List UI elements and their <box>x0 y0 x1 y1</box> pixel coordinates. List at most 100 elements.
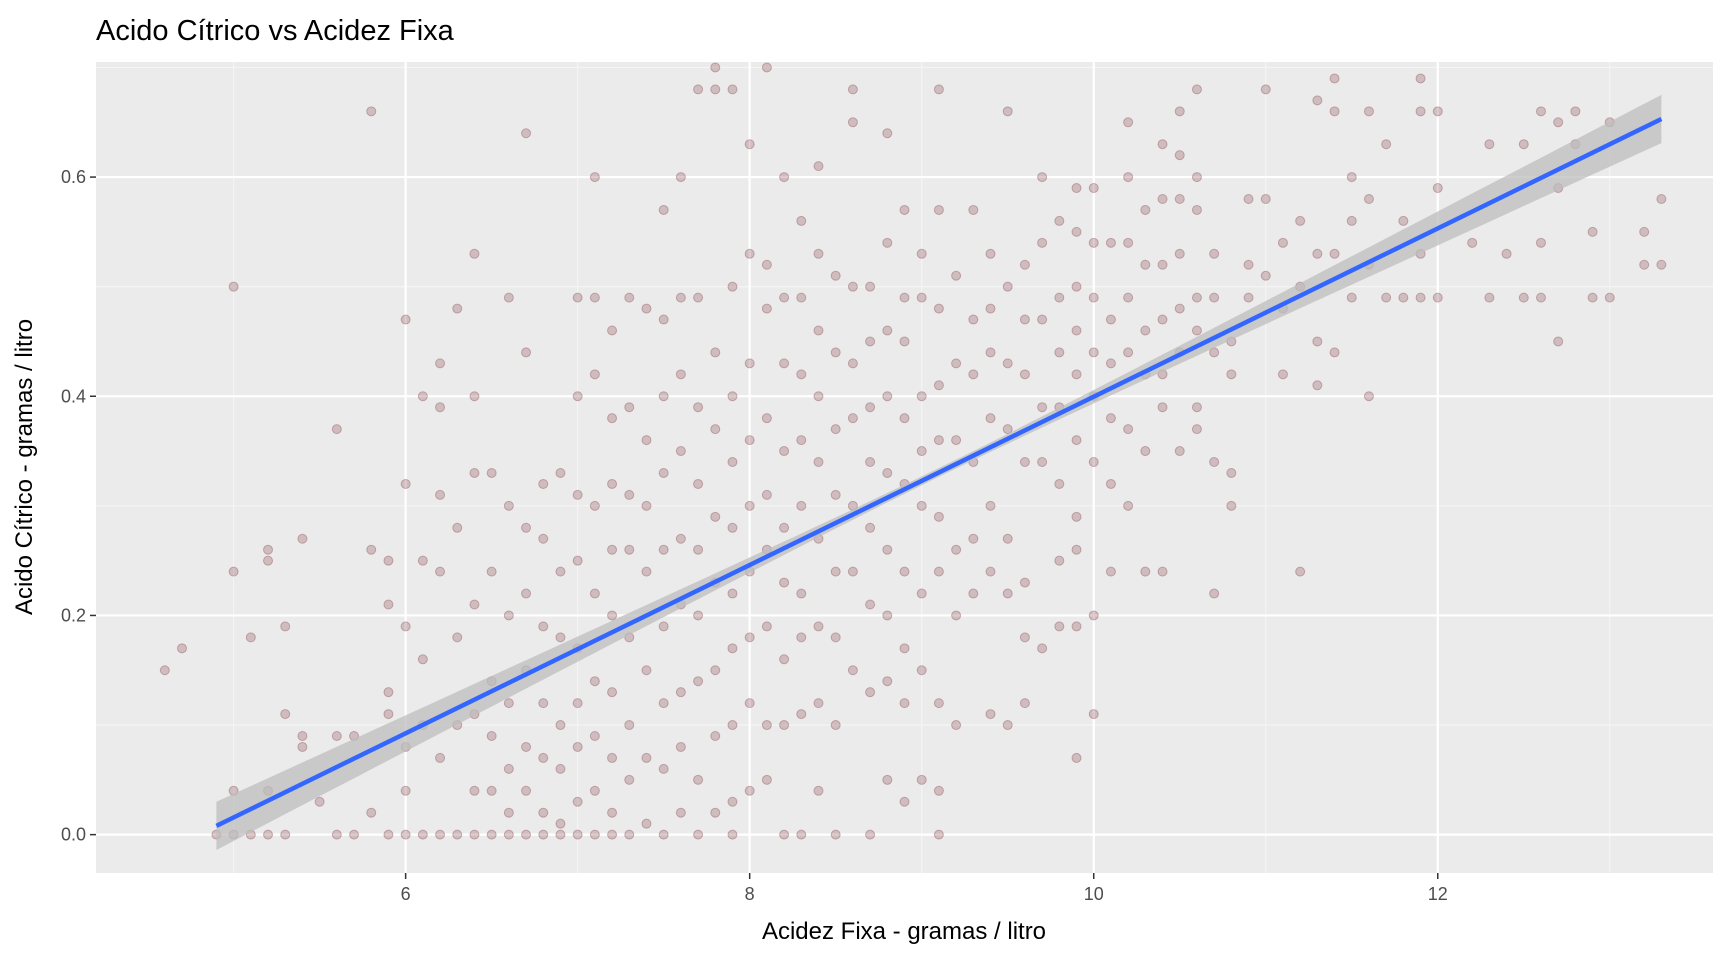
regression-line <box>215 116 1663 828</box>
data-point <box>1002 720 1013 731</box>
data-point <box>589 785 600 796</box>
data-point <box>641 665 652 676</box>
data-point <box>1191 172 1202 183</box>
data-point <box>693 292 704 303</box>
data-point <box>280 829 291 840</box>
data-point <box>486 467 497 478</box>
data-point <box>1260 84 1271 95</box>
data-point <box>1037 237 1048 248</box>
data-point <box>710 665 721 676</box>
data-point <box>1346 172 1357 183</box>
data-point <box>589 731 600 742</box>
data-point <box>933 84 944 95</box>
data-point <box>882 774 893 785</box>
data-point <box>1088 610 1099 621</box>
data-point <box>916 446 927 457</box>
data-point <box>521 347 532 358</box>
data-point <box>796 709 807 720</box>
data-point <box>1140 325 1151 336</box>
data-point <box>1157 193 1168 204</box>
data-point <box>331 731 342 742</box>
data-point <box>1277 237 1288 248</box>
data-point <box>417 391 428 402</box>
data-point <box>796 292 807 303</box>
data-point <box>521 741 532 752</box>
data-point <box>314 796 325 807</box>
data-point <box>1019 369 1030 380</box>
data-point <box>1432 183 1443 194</box>
data-point <box>710 807 721 818</box>
data-point <box>538 829 549 840</box>
data-point <box>1191 84 1202 95</box>
data-point <box>693 84 704 95</box>
data-point <box>297 731 308 742</box>
data-point <box>1071 369 1082 380</box>
data-point <box>933 380 944 391</box>
data-point <box>658 698 669 709</box>
trend-line-group <box>215 94 1663 850</box>
data-point <box>280 621 291 632</box>
data-point <box>624 544 635 555</box>
data-point <box>779 577 790 588</box>
data-point <box>521 588 532 599</box>
data-point <box>589 676 600 687</box>
data-point <box>1140 446 1151 457</box>
data-point <box>933 785 944 796</box>
data-point <box>779 292 790 303</box>
data-point <box>159 665 170 676</box>
data-point <box>1432 106 1443 117</box>
data-point <box>1037 402 1048 413</box>
data-point <box>727 391 738 402</box>
data-point <box>521 128 532 139</box>
data-point <box>1002 424 1013 435</box>
data-point <box>710 62 721 73</box>
data-point <box>486 785 497 796</box>
data-point <box>865 687 876 698</box>
data-point <box>503 500 514 511</box>
y-tick-label: 0.4 <box>61 386 86 406</box>
data-point <box>1295 566 1306 577</box>
data-point <box>744 500 755 511</box>
data-point <box>572 489 583 500</box>
data-point <box>1243 193 1254 204</box>
data-point <box>1174 106 1185 117</box>
data-point <box>658 391 669 402</box>
data-point <box>985 303 996 314</box>
data-point <box>400 785 411 796</box>
data-point <box>503 698 514 709</box>
data-point <box>1054 347 1065 358</box>
data-point <box>710 511 721 522</box>
data-point <box>1260 270 1271 281</box>
data-point <box>1346 292 1357 303</box>
data-point <box>933 829 944 840</box>
data-point <box>383 687 394 698</box>
data-point <box>435 566 446 577</box>
data-point <box>916 292 927 303</box>
data-point <box>383 555 394 566</box>
data-point <box>882 610 893 621</box>
data-point <box>744 632 755 643</box>
data-point <box>847 413 858 424</box>
data-point <box>400 478 411 489</box>
data-point <box>675 369 686 380</box>
data-point <box>675 172 686 183</box>
data-point <box>933 698 944 709</box>
data-point <box>1639 226 1650 237</box>
data-point <box>1501 248 1512 259</box>
data-point <box>1277 369 1288 380</box>
data-point <box>933 204 944 215</box>
data-point <box>1312 336 1323 347</box>
data-point <box>400 829 411 840</box>
data-point <box>882 544 893 555</box>
data-point <box>675 741 686 752</box>
data-point <box>1157 402 1168 413</box>
data-point <box>1105 358 1116 369</box>
data-point <box>830 566 841 577</box>
data-point <box>813 325 824 336</box>
data-point <box>865 281 876 292</box>
data-point <box>1157 259 1168 270</box>
data-point <box>830 632 841 643</box>
data-point <box>1226 369 1237 380</box>
data-point <box>1071 226 1082 237</box>
data-point <box>1346 215 1357 226</box>
